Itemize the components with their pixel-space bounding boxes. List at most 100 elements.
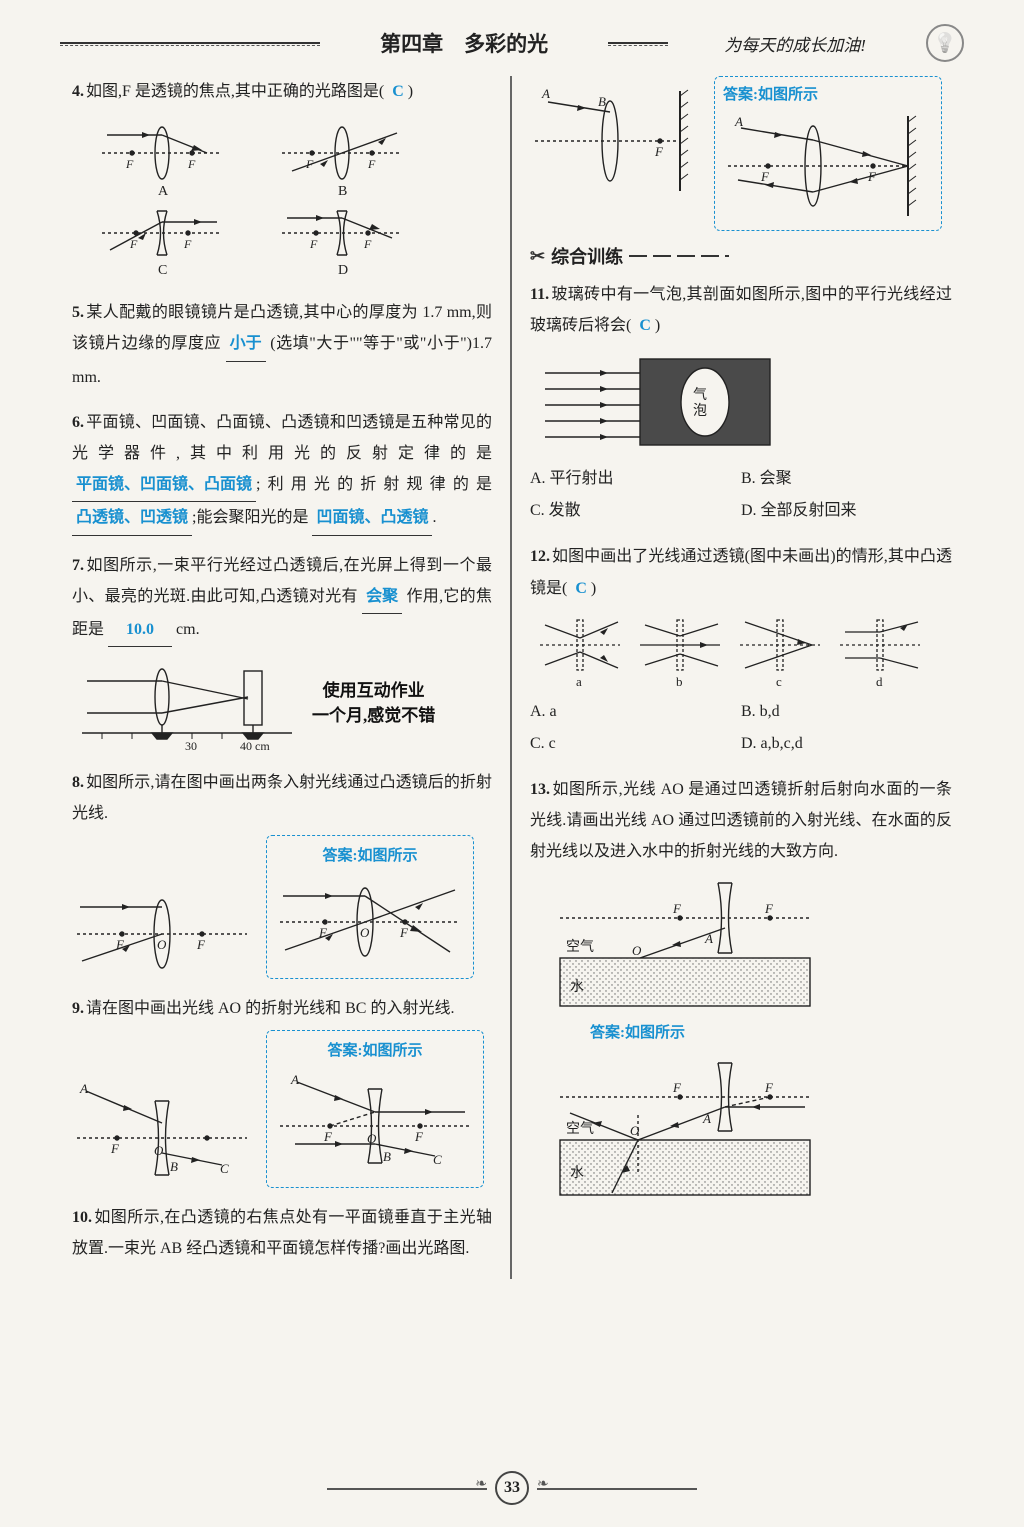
q11-number: 11. <box>530 286 549 303</box>
question-6: 6.平面镜、凹面镜、凸面镜、凸透镜和凹透镜是五种常见的光学器件,其中利用光的反射… <box>72 407 492 536</box>
question-11: 11.玻璃砖中有一气泡,其剖面如图所示,图中的平行光线经过玻璃砖后将会( C) … <box>530 279 952 527</box>
q11-diagram: 气 泡 <box>530 347 952 457</box>
svg-text:F: F <box>414 1129 424 1144</box>
svg-text:O: O <box>360 925 370 940</box>
svg-text:A: A <box>290 1072 299 1087</box>
q5-number: 5. <box>72 304 84 321</box>
svg-text:F: F <box>363 237 372 251</box>
section-underline-icon <box>629 255 729 257</box>
svg-text:F: F <box>672 901 682 916</box>
handwritten-note: 使用互动作业 一个月,感觉不错 <box>312 678 435 729</box>
q11-answer: C <box>635 317 655 334</box>
svg-text:A: A <box>702 1111 711 1126</box>
svg-text:B: B <box>383 1149 391 1164</box>
svg-text:F: F <box>125 157 134 171</box>
svg-text:A: A <box>541 86 550 101</box>
question-13: 13.如图所示,光线 AO 是通过凹透镜折射后射向水面的一条光线.请画出光线 A… <box>530 774 952 1205</box>
header-motto: 为每天的成长加油! <box>716 31 874 56</box>
svg-text:F: F <box>309 237 318 251</box>
q4-diagrams: F F A F <box>72 113 492 283</box>
q13-question-diagram: F F 空气 水 A O <box>530 873 952 1013</box>
svg-text:B: B <box>170 1159 178 1174</box>
svg-text:O: O <box>154 1143 164 1158</box>
svg-text:D: D <box>338 263 348 278</box>
page-number: 33 <box>495 1471 529 1505</box>
svg-text:F: F <box>654 144 664 159</box>
q8-answer-box: 答案:如图所示 F O F <box>266 835 474 978</box>
page-number-decoration: ❧ 33 ❧ <box>0 1471 1024 1505</box>
svg-text:F: F <box>323 1129 333 1144</box>
q13-answer-diagram: F F 空气 水 A O <box>530 1055 952 1205</box>
leaf-right-icon: ❧ <box>533 1477 553 1492</box>
q12-options: A. a B. b,d C. c D. a,b,c,d <box>530 696 952 760</box>
left-column: 4.如图,F 是透镜的焦点,其中正确的光路图是( C) F F <box>60 76 512 1279</box>
svg-text:F: F <box>110 1141 120 1156</box>
svg-text:F: F <box>764 901 774 916</box>
svg-text:F: F <box>399 925 409 940</box>
svg-text:F: F <box>760 169 770 184</box>
q7-answer2: 10.0 <box>108 614 172 647</box>
right-column: F A B 答案:如图所 <box>512 76 964 1279</box>
svg-text:F: F <box>367 157 376 171</box>
q7-diagram: 30 40 cm <box>72 653 302 753</box>
page-header: 第四章 多彩的光 为每天的成长加油! <box>60 24 964 62</box>
q4-text: 如图,F 是透镜的焦点,其中正确的光路图是( <box>86 83 384 100</box>
q13-number: 13. <box>530 781 550 798</box>
q10-answer-diagram: F F A <box>723 104 933 224</box>
svg-text:F: F <box>187 157 196 171</box>
svg-text:C: C <box>220 1161 229 1176</box>
q8-answer-diagram: F O F <box>275 872 465 972</box>
svg-text:C: C <box>433 1152 442 1167</box>
q9-question-diagram: F O A B C <box>72 1073 252 1188</box>
svg-text:C: C <box>158 263 167 278</box>
q6-number: 6. <box>72 414 84 431</box>
svg-text:A: A <box>158 184 169 199</box>
q12-diagram: a b <box>530 610 952 690</box>
svg-text:A: A <box>734 114 743 129</box>
svg-text:b: b <box>676 674 683 689</box>
q7-number: 7. <box>72 557 84 574</box>
svg-text:F: F <box>672 1080 682 1095</box>
svg-text:40 cm: 40 cm <box>240 739 270 753</box>
q9-answer-box: 答案:如图所示 F F O A <box>266 1030 484 1188</box>
q6-answer3: 凹面镜、凸透镜 <box>312 502 432 535</box>
chapter-title: 第四章 多彩的光 <box>368 28 560 58</box>
q10-number: 10. <box>72 1209 92 1226</box>
svg-text:c: c <box>776 674 782 689</box>
question-12: 12.如图中画出了光线通过透镜(图中未画出)的情形,其中凸透镜是( C) <box>530 541 952 759</box>
svg-text:O: O <box>632 943 642 958</box>
scissors-icon <box>530 246 545 267</box>
section-comprehensive: 综合训练 <box>530 243 952 269</box>
svg-text:气: 气 <box>693 387 707 403</box>
q10-question-diagram: F A B <box>530 76 700 196</box>
svg-text:O: O <box>157 937 167 952</box>
svg-text:B: B <box>598 94 606 109</box>
svg-text:水: 水 <box>570 1165 584 1181</box>
q11-options: A. 平行射出 B. 会聚 C. 发散 D. 全部反射回来 <box>530 463 952 527</box>
question-8: 8.如图所示,请在图中画出两条入射光线通过凸透镜后的折射光线. F O F <box>72 767 492 979</box>
question-4: 4.如图,F 是透镜的焦点,其中正确的光路图是( C) F F <box>72 76 492 283</box>
svg-text:空气: 空气 <box>566 939 594 955</box>
question-7: 7.如图所示,一束平行光经过凸透镜后,在光屏上得到一个最小、最亮的光斑.由此可知… <box>72 550 492 754</box>
page: 第四章 多彩的光 为每天的成长加油! 4.如图,F 是透镜的焦点,其中正确的光路… <box>0 0 1024 1527</box>
question-9: 9.请在图中画出光线 AO 的折射光线和 BC 的入射光线. F O A <box>72 993 492 1188</box>
svg-text:B: B <box>338 184 347 199</box>
svg-text:A: A <box>704 931 713 946</box>
svg-text:水: 水 <box>570 979 584 995</box>
svg-text:F: F <box>183 237 192 251</box>
q7-answer1: 会聚 <box>362 581 402 614</box>
svg-text:泡: 泡 <box>693 403 707 419</box>
lightbulb-icon <box>926 24 964 62</box>
q10-answer-box: 答案:如图所示 F F <box>714 76 942 231</box>
svg-text:空气: 空气 <box>566 1121 594 1137</box>
svg-text:F: F <box>196 937 206 952</box>
q6-answer2: 凸透镜、凹透镜 <box>72 502 192 535</box>
q5-answer: 小于 <box>226 328 266 361</box>
q8-question-diagram: F O F <box>72 879 252 979</box>
q13-answer-label: 答案:如图所示 <box>590 1019 952 1048</box>
svg-text:30: 30 <box>185 739 197 753</box>
q4-answer: C <box>388 83 408 100</box>
q10-figures: F A B 答案:如图所 <box>530 76 952 231</box>
question-5: 5.某人配戴的眼镜镜片是凸透镜,其中心的厚度为 1.7 mm,则该镜片边缘的厚度… <box>72 297 492 393</box>
svg-text:F: F <box>764 1080 774 1095</box>
